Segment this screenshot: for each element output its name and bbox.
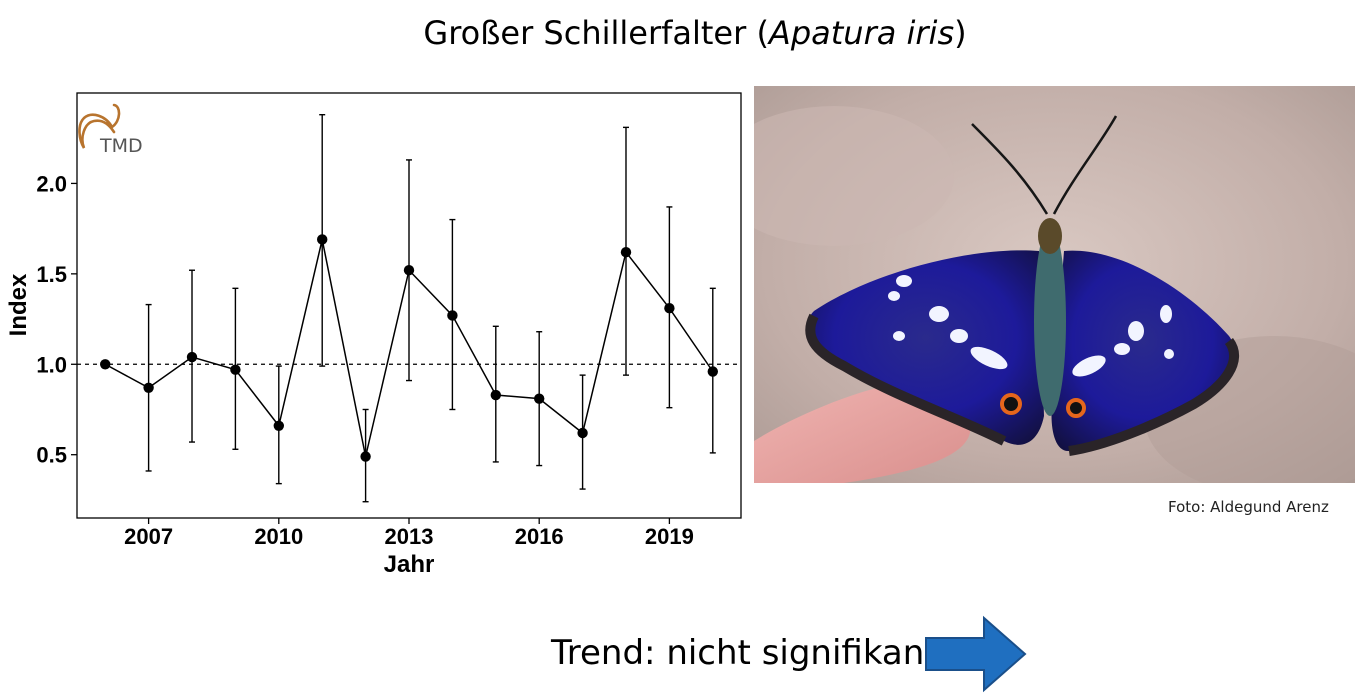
data-point bbox=[273, 420, 285, 431]
butterfly-logo-icon bbox=[78, 103, 121, 149]
data-point bbox=[447, 310, 458, 321]
butterfly-photo bbox=[754, 86, 1355, 483]
left-wing bbox=[807, 250, 1044, 445]
data-point bbox=[360, 451, 371, 462]
data-point bbox=[186, 351, 198, 363]
data-point bbox=[577, 427, 588, 439]
photo-credit: Foto: Aldegund Arenz bbox=[1168, 498, 1329, 516]
data-point bbox=[707, 366, 718, 377]
x-tick-label: 2010 bbox=[254, 524, 303, 549]
logo-text: TMD bbox=[99, 135, 143, 157]
data-point bbox=[490, 389, 501, 401]
data-point bbox=[317, 234, 328, 245]
data-point bbox=[230, 364, 241, 375]
data-point bbox=[100, 359, 111, 370]
data-point bbox=[533, 393, 545, 404]
page-title: Großer Schillerfalter (Apatura iris) bbox=[423, 14, 967, 52]
right-arrow-icon bbox=[925, 615, 1027, 693]
x-axis: 2007 2010 2013 2016 2019 bbox=[124, 518, 694, 549]
data-points bbox=[100, 234, 718, 462]
data-point bbox=[664, 303, 675, 314]
x-tick-label: 2016 bbox=[515, 524, 564, 549]
tmd-logo: TMD bbox=[78, 103, 143, 157]
x-tick-label: 2013 bbox=[385, 524, 434, 549]
data-point bbox=[403, 265, 415, 276]
trend-label: Trend: nicht signifikant bbox=[551, 633, 938, 673]
species-name: Apatura iris bbox=[768, 14, 955, 52]
y-tick-label: 2.0 bbox=[36, 171, 67, 196]
y-tick-label: 1.5 bbox=[36, 262, 67, 287]
x-axis-label: Jahr bbox=[384, 551, 435, 578]
data-point bbox=[620, 246, 632, 258]
butterfly-body bbox=[1034, 226, 1066, 416]
x-tick-label: 2007 bbox=[124, 524, 173, 549]
y-tick-label: 0.5 bbox=[36, 443, 67, 468]
antenna-left bbox=[971, 123, 1049, 215]
y-axis-label: Index bbox=[5, 273, 32, 336]
right-wing bbox=[1051, 250, 1235, 452]
data-point bbox=[143, 382, 154, 393]
y-tick-label: 1.0 bbox=[36, 352, 67, 377]
antenna-right bbox=[1052, 115, 1118, 215]
y-axis: 0.5 1.0 1.5 2.0 bbox=[36, 171, 77, 468]
index-chart: TMD 0.5 1.0 1.5 2.0 2007 2010 2013 2016 2019 Ja… bbox=[5, 92, 742, 578]
error-bars bbox=[145, 114, 716, 503]
x-tick-label: 2019 bbox=[645, 524, 694, 549]
